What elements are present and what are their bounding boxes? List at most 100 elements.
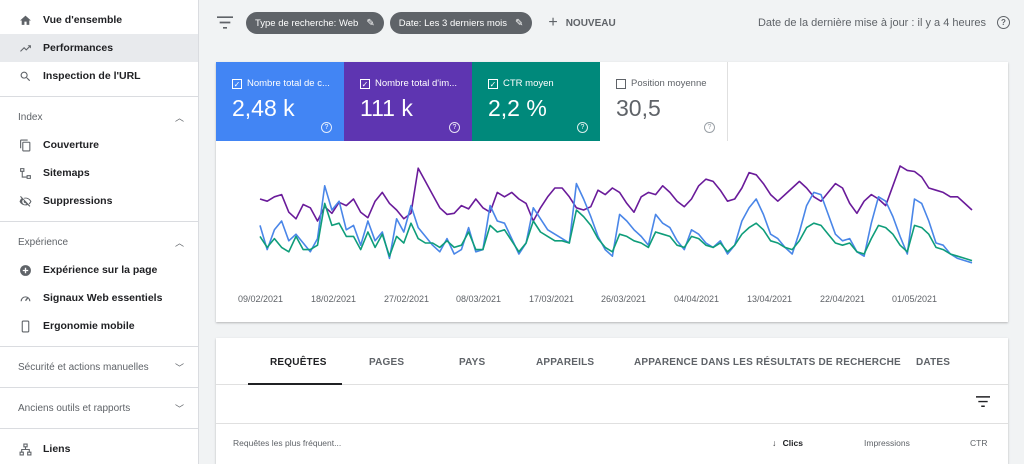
metric-label: ✓ Nombre total d'im... [360,78,460,89]
date-chip[interactable]: Date: Les 3 derniers mois ✎ [389,12,533,34]
line-chart-svg: 09/02/2021 18/02/2021 27/02/2021 08/03/2021… [238,165,973,304]
plus-icon: + [548,14,558,31]
chip-label: Date: Les 3 derniers mois [398,17,507,29]
speed-icon [18,291,32,305]
home-icon [18,13,32,27]
sidebar-item-performance[interactable]: Performances [0,34,198,62]
sitemap-icon [18,166,32,180]
help-icon[interactable]: ? [577,122,588,133]
checkbox-checked-icon: ✓ [232,78,242,89]
x-tick-label: 18/02/2021 [311,294,356,304]
section-title: Expérience [18,236,69,248]
results-table-card: REQUÊTES PAGES PAYS APPAREILS APPARENCE … [216,338,1008,464]
section-security[interactable]: Sécurité et actions manuelles ﹀ [0,353,198,381]
sidebar-item-url-inspection[interactable]: Inspection de l'URL [0,62,198,90]
metric-label-text: Nombre total d'im... [375,78,458,89]
divider [0,428,198,429]
help-icon[interactable]: ? [704,122,715,133]
x-tick-label: 13/04/2021 [747,294,792,304]
metric-value: 30,5 [616,95,661,121]
section-experience[interactable]: Expérience ︿ [0,228,198,256]
divider [0,387,198,388]
metric-label-text: Position moyenne [631,78,707,89]
performance-card: ✓ Nombre total de c... 2,48 k ? ✓ Nombre t… [216,62,1008,322]
tab-pages[interactable]: PAGES [369,357,405,368]
x-tick-label: 01/05/2021 [892,294,937,304]
sidebar-item-label: Ergonomie mobile [43,320,135,332]
metric-label-text: Nombre total de c... [247,78,330,89]
sidebar-item-core-web-vitals[interactable]: Signaux Web essentiels [0,284,198,312]
eye-off-icon [18,194,32,208]
metric-total-impressions[interactable]: ✓ Nombre total d'im... 111 k ? [344,62,472,141]
chevron-down-icon: ﹀ [174,403,184,414]
tab-search-appearance[interactable]: APPARENCE DANS LES RÉSULTATS DE RECHERCH… [634,357,901,368]
tab-dates[interactable]: DATES [916,357,951,368]
metric-label: ✓ CTR moyen [488,78,588,89]
new-filter-label: NOUVEAU [565,17,616,29]
metric-value: 111 k [360,95,413,121]
chevron-down-icon: ﹀ [174,362,184,373]
column-header-clicks-label: Clics [782,438,803,448]
help-icon[interactable]: ? [997,16,1010,29]
tab-queries[interactable]: REQUÊTES [270,357,327,368]
chevron-up-icon: ︿ [174,237,184,248]
section-title: Anciens outils et rapports [18,402,131,414]
x-tick-label: 26/03/2021 [601,294,646,304]
divider [0,221,198,222]
pencil-icon: ✎ [514,17,524,29]
metric-label: Position moyenne [616,78,715,89]
sidebar-item-mobile-usability[interactable]: Ergonomie mobile [0,312,198,340]
section-title: Index [18,111,43,123]
table-header: Requêtes les plus fréquent... ↓ Clics Im… [216,423,1008,464]
performance-chart: 09/02/2021 18/02/2021 27/02/2021 08/03/2021… [216,141,1008,322]
last-update-text: Date de la dernière mise à jour : il y a… [757,17,986,29]
tab-devices[interactable]: APPAREILS [536,357,595,368]
metric-avg-ctr[interactable]: ✓ CTR moyen 2,2 % ? [472,62,600,141]
column-header-clicks[interactable]: ↓ Clics [772,438,803,448]
sort-down-arrow-icon: ↓ [772,438,777,448]
top-bar: Type de recherche: Web ✎ Date: Les 3 der… [200,0,1024,46]
copy-icon [18,138,32,152]
column-header-query[interactable]: Requêtes les plus fréquent... [233,438,342,448]
divider [0,346,198,347]
section-index[interactable]: Index ︿ [0,103,198,131]
x-tick-label: 17/03/2021 [529,294,574,304]
sidebar-item-label: Suppressions [43,195,113,207]
metric-label: ✓ Nombre total de c... [232,78,332,89]
sidebar: Vue d'ensemble Performances Inspection d… [0,0,199,464]
plus-circle-icon [18,263,32,277]
metric-total-clicks[interactable]: ✓ Nombre total de c... 2,48 k ? [216,62,344,141]
table-filter-icon[interactable] [976,395,990,407]
sidebar-item-links[interactable]: Liens [0,435,198,463]
section-legacy-tools[interactable]: Anciens outils et rapports ﹀ [0,394,198,422]
search-icon [18,69,32,83]
column-header-ctr[interactable]: CTR [970,438,988,448]
series-line-2 [259,202,973,262]
sidebar-item-label: Sitemaps [43,167,90,179]
sidebar-item-overview[interactable]: Vue d'ensemble [0,6,198,34]
sidebar-item-label: Performances [43,42,114,54]
series-line-0 [259,165,973,222]
sidebar-item-label: Couverture [43,139,100,151]
sidebar-item-label: Vue d'ensemble [43,14,123,26]
tab-countries[interactable]: PAYS [459,357,486,368]
search-type-chip[interactable]: Type de recherche: Web ✎ [246,12,384,34]
x-tick-label: 04/04/2021 [674,294,719,304]
sidebar-item-label: Expérience sur la page [43,264,158,276]
sidebar-item-label: Signaux Web essentiels [43,292,163,304]
checkbox-unchecked-icon [616,78,626,89]
sidebar-item-sitemaps[interactable]: Sitemaps [0,159,198,187]
phone-icon [18,319,32,333]
help-icon[interactable]: ? [321,122,332,133]
column-header-impressions[interactable]: Impressions [864,438,910,448]
sidebar-item-coverage[interactable]: Couverture [0,131,198,159]
metric-label-text: CTR moyen [503,78,554,89]
sidebar-item-page-experience[interactable]: Expérience sur la page [0,256,198,284]
sidebar-item-removals[interactable]: Suppressions [0,187,198,215]
help-icon[interactable]: ? [449,122,460,133]
checkbox-checked-icon: ✓ [488,78,498,89]
metric-avg-position[interactable]: Position moyenne 30,5 ? [600,62,728,141]
metric-value: 2,2 % [488,95,547,121]
filter-icon[interactable] [216,14,234,32]
new-filter-button[interactable]: + NOUVEAU [548,14,615,32]
